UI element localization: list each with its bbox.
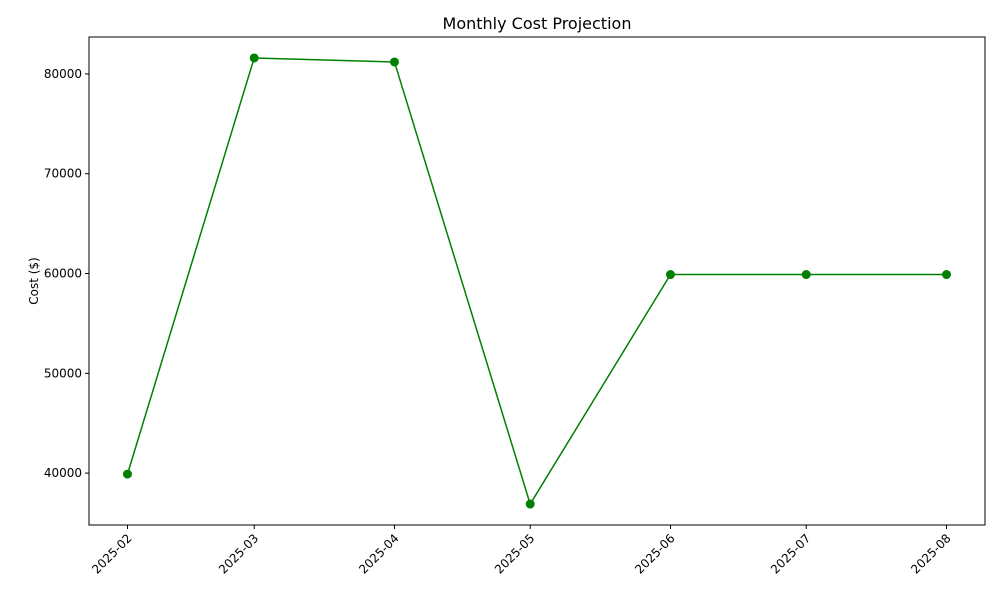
data-point <box>665 270 675 280</box>
y-tick-label: 80000 <box>44 67 82 81</box>
y-tick-label: 60000 <box>44 267 82 281</box>
data-point <box>122 469 132 479</box>
y-tick-label: 70000 <box>44 167 82 181</box>
data-point <box>942 270 952 280</box>
data-point <box>525 499 535 509</box>
data-point <box>801 270 811 280</box>
x-tick-label: 2025-04 <box>356 531 401 576</box>
data-point <box>249 53 259 63</box>
plot-frame <box>88 36 986 526</box>
y-tick-label: 40000 <box>44 466 82 480</box>
y-tick-label: 50000 <box>44 366 82 380</box>
plot-area: 40000 50000 60000 70000 80000 2025-02 2025-03 2… <box>44 36 986 577</box>
x-tick-label: 2025-05 <box>492 531 537 576</box>
series-line <box>126 57 947 506</box>
chart-title: Monthly Cost Projection <box>443 14 632 33</box>
x-tick-label: 2025-07 <box>768 531 813 576</box>
x-tick-label: 2025-06 <box>632 531 677 576</box>
x-tick-label: 2025-02 <box>89 531 134 576</box>
x-tick-label: 2025-03 <box>216 531 261 576</box>
data-point <box>389 57 399 67</box>
x-tick-label: 2025-08 <box>908 531 953 576</box>
y-axis-label: Cost ($) <box>27 257 41 305</box>
